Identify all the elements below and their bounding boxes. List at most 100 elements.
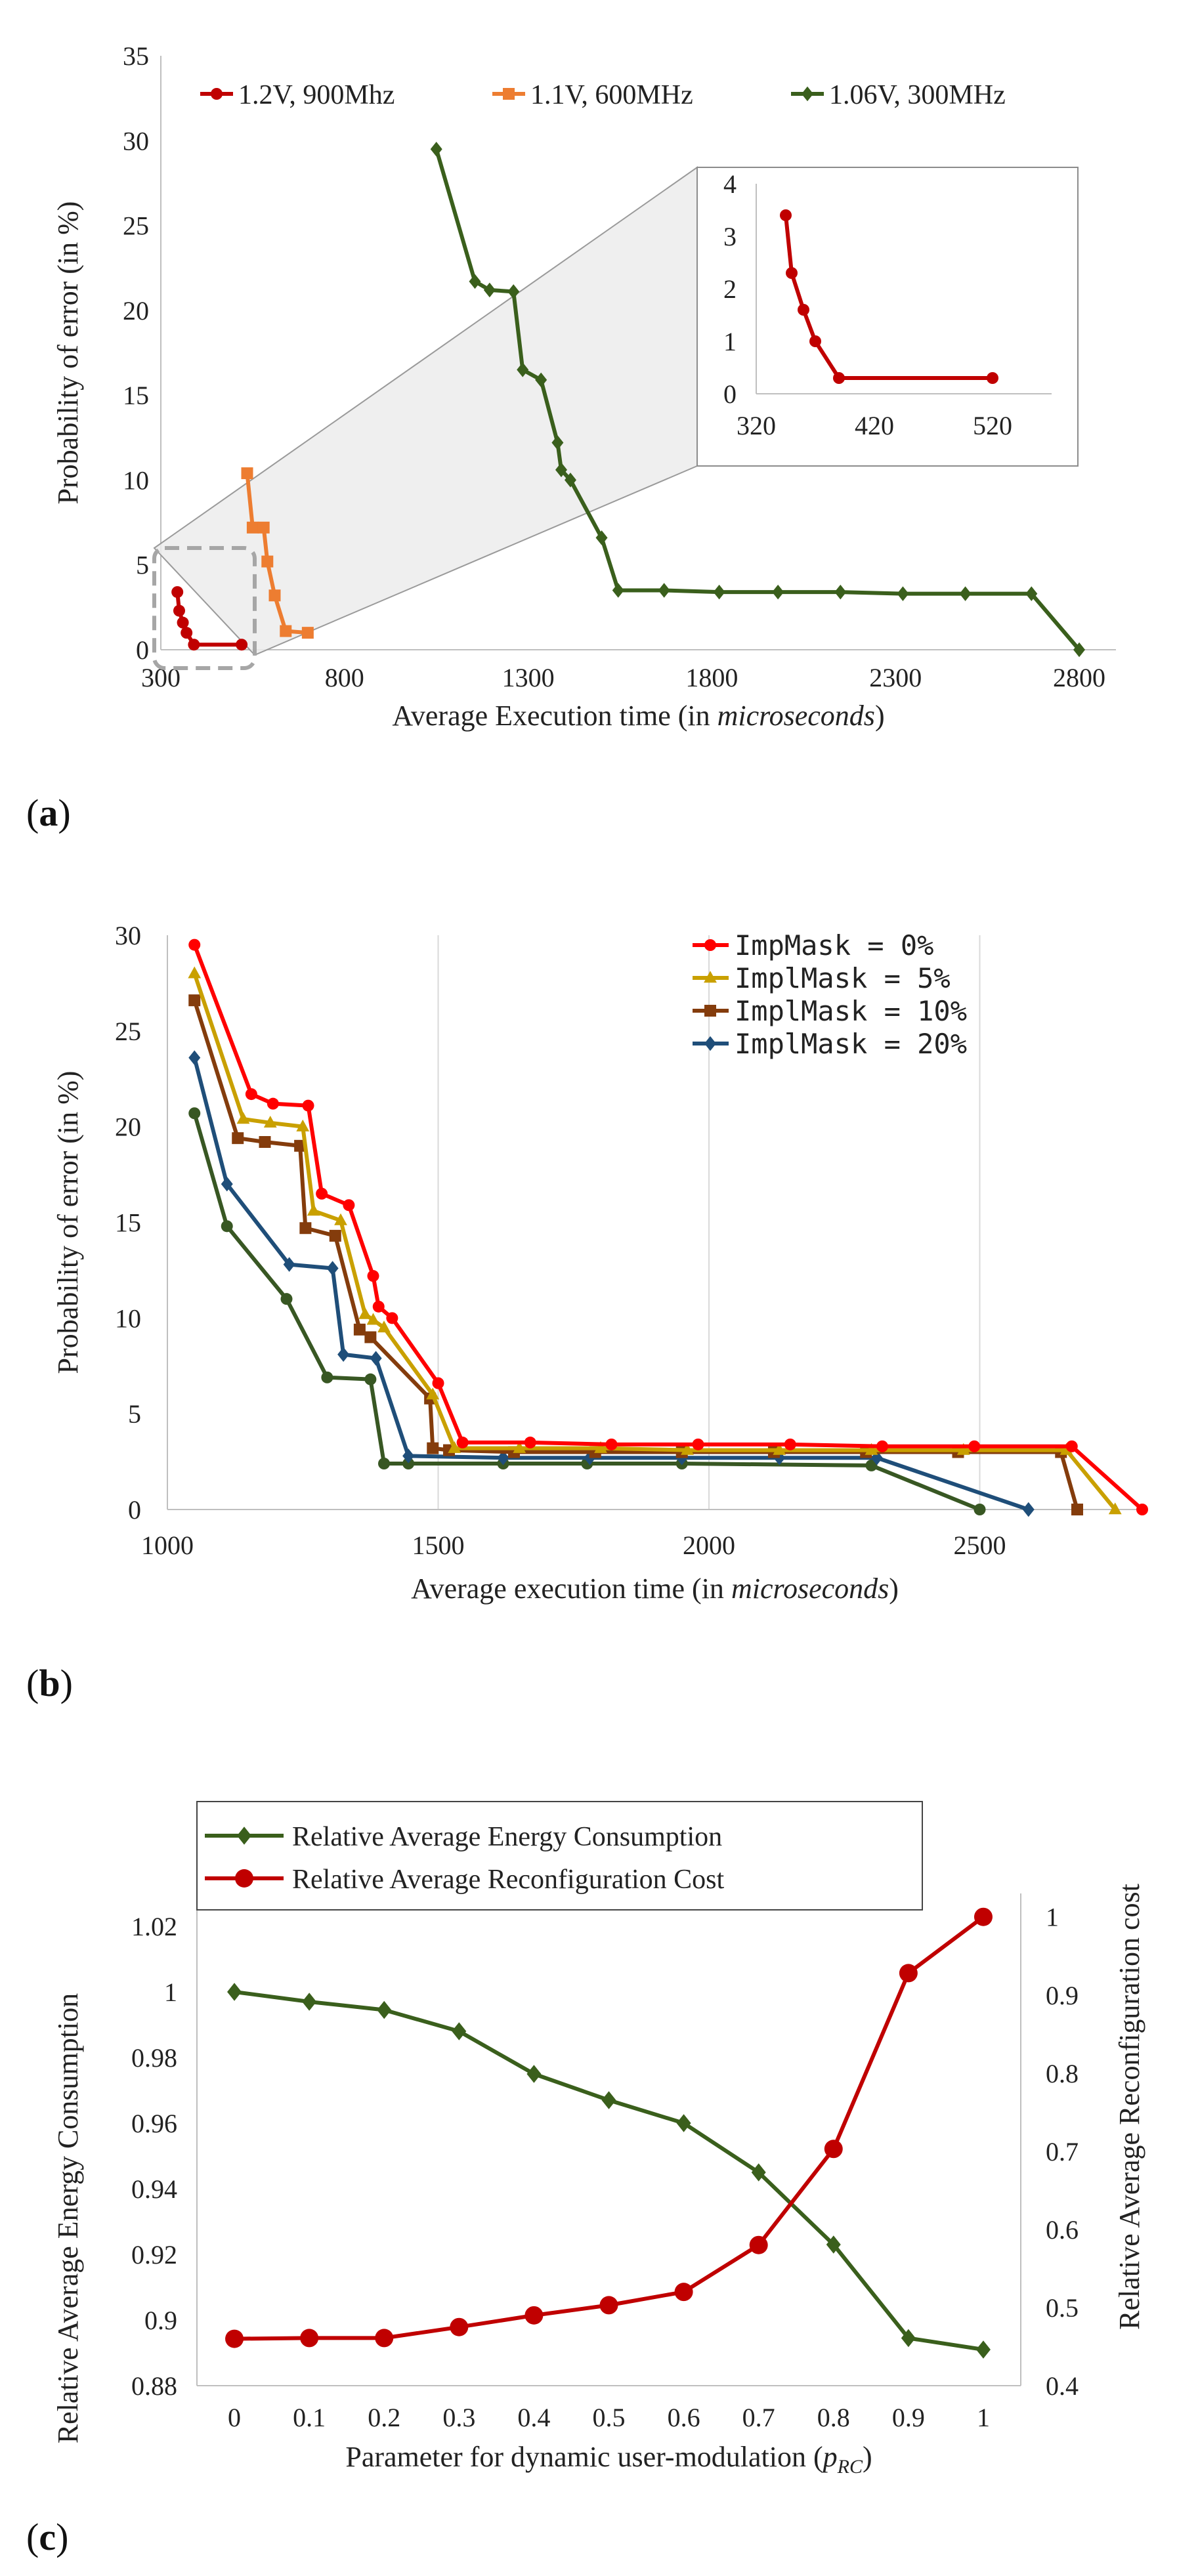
data-point (432, 1377, 444, 1389)
y-tick-label-left: 0.9 (144, 2306, 177, 2335)
data-point (517, 362, 529, 377)
data-point (402, 1448, 415, 1464)
x-tick-label: 1000 (141, 1531, 194, 1560)
data-point (751, 2163, 766, 2182)
data-point (426, 1387, 440, 1400)
data-point (959, 586, 972, 601)
data-point (181, 627, 193, 639)
inset-data-point (833, 372, 845, 384)
x-axis-title: Average Execution time (in microseconds) (392, 700, 884, 732)
y-axis-title: Probability of error (in %) (52, 201, 84, 505)
data-point (595, 530, 608, 545)
data-point (268, 589, 281, 602)
y-tick-label-right: 0.9 (1046, 1981, 1079, 2010)
data-point (456, 1436, 469, 1448)
data-point (1071, 1504, 1083, 1515)
data-point (236, 639, 248, 651)
data-point (599, 2296, 618, 2315)
data-point (221, 1176, 233, 1192)
data-point (267, 1097, 279, 1110)
legend-marker (704, 1036, 716, 1051)
data-point (188, 966, 202, 979)
y-tick-label-left: 1 (164, 1977, 177, 2007)
y-tick-label: 15 (115, 1208, 141, 1238)
data-point (448, 1441, 461, 1453)
data-point (377, 1320, 391, 1333)
data-point (188, 1107, 201, 1120)
data-point (386, 1312, 398, 1324)
y-tick-label: 5 (136, 551, 149, 580)
inset-y-tick-label: 1 (723, 327, 737, 356)
y-tick-label: 30 (123, 126, 149, 156)
data-point (834, 584, 847, 600)
data-point (280, 1293, 293, 1305)
data-point (975, 2340, 991, 2359)
data-point (427, 1442, 439, 1454)
data-point (173, 604, 185, 617)
x-axis-title-italic: p (821, 2441, 838, 2473)
y-tick-label: 35 (123, 41, 149, 71)
y-tick-label-right: 0.6 (1046, 2215, 1079, 2245)
x-tick-label: 0.9 (892, 2403, 925, 2432)
series-line-1 (234, 1915, 985, 2341)
y-tick-label: 15 (123, 381, 149, 410)
data-point (524, 2306, 544, 2325)
panel-label-c: (c) (26, 2516, 68, 2558)
data-point (370, 1351, 382, 1366)
data-point (865, 1459, 878, 1471)
data-point (555, 462, 567, 478)
data-point (658, 583, 670, 598)
data-point (232, 1132, 244, 1145)
legend-label: 1.06V, 300MHz (829, 80, 1006, 110)
x-tick-label: 0.8 (817, 2403, 850, 2432)
x-tick-label: 2800 (1053, 663, 1105, 692)
x-axis-title-part: Parameter for dynamic user-modulation ( (345, 2441, 823, 2473)
data-point (241, 467, 253, 480)
data-point (375, 2329, 394, 2348)
series-line-4 (192, 1112, 981, 1511)
data-point (302, 1993, 317, 2011)
x-axis-title-italic: microseconds (731, 1573, 889, 1605)
inset-data-point (987, 372, 998, 384)
legend-marker (235, 1869, 253, 1888)
y-tick-label: 10 (123, 465, 149, 495)
data-point (188, 639, 200, 651)
inset-data-point (809, 335, 821, 347)
data-point (956, 1443, 970, 1455)
data-point (430, 141, 442, 157)
inset-data-point (780, 209, 792, 221)
x-tick-label: 2500 (954, 1531, 1006, 1560)
data-point (296, 1119, 310, 1131)
data-point (378, 1458, 390, 1469)
data-point (259, 1136, 271, 1148)
y-tick-label: 0 (136, 635, 149, 665)
chart-c: 0.88 0.9 0.92 0.94 0.96 0.98 1 1.02 0.4 0.5 0.6 0.7… (52, 1801, 1145, 2478)
data-point (188, 994, 201, 1007)
y-tick-label: 5 (128, 1399, 141, 1429)
data-point (177, 616, 189, 629)
data-point (535, 372, 547, 388)
data-point (826, 2235, 841, 2254)
data-point (188, 1050, 201, 1065)
x-tick-label: 1500 (412, 1531, 465, 1560)
inset-data-point (786, 267, 798, 279)
data-point (307, 1204, 320, 1216)
data-point (612, 583, 624, 598)
legend-label: Relative Average Energy Consumption (292, 1822, 722, 1852)
data-point (713, 584, 725, 600)
x-tick-label: 0.3 (442, 2403, 475, 2432)
data-point (876, 1440, 888, 1452)
data-point (283, 1257, 295, 1272)
x-axis-title: Parameter for dynamic user-modulation (p… (345, 2441, 872, 2478)
y-tick-label: 10 (115, 1303, 141, 1333)
x-tick-label: 0.5 (593, 2403, 626, 2432)
inset-x-tick-label: 420 (855, 411, 894, 440)
x-tick-label: 2300 (869, 663, 922, 692)
data-point (594, 1441, 607, 1453)
data-point (245, 1088, 257, 1101)
x-axis-title-part: ) (863, 2441, 872, 2473)
x-tick-label: 0.7 (742, 2403, 775, 2432)
data-point (280, 625, 292, 637)
data-point (773, 1443, 786, 1455)
